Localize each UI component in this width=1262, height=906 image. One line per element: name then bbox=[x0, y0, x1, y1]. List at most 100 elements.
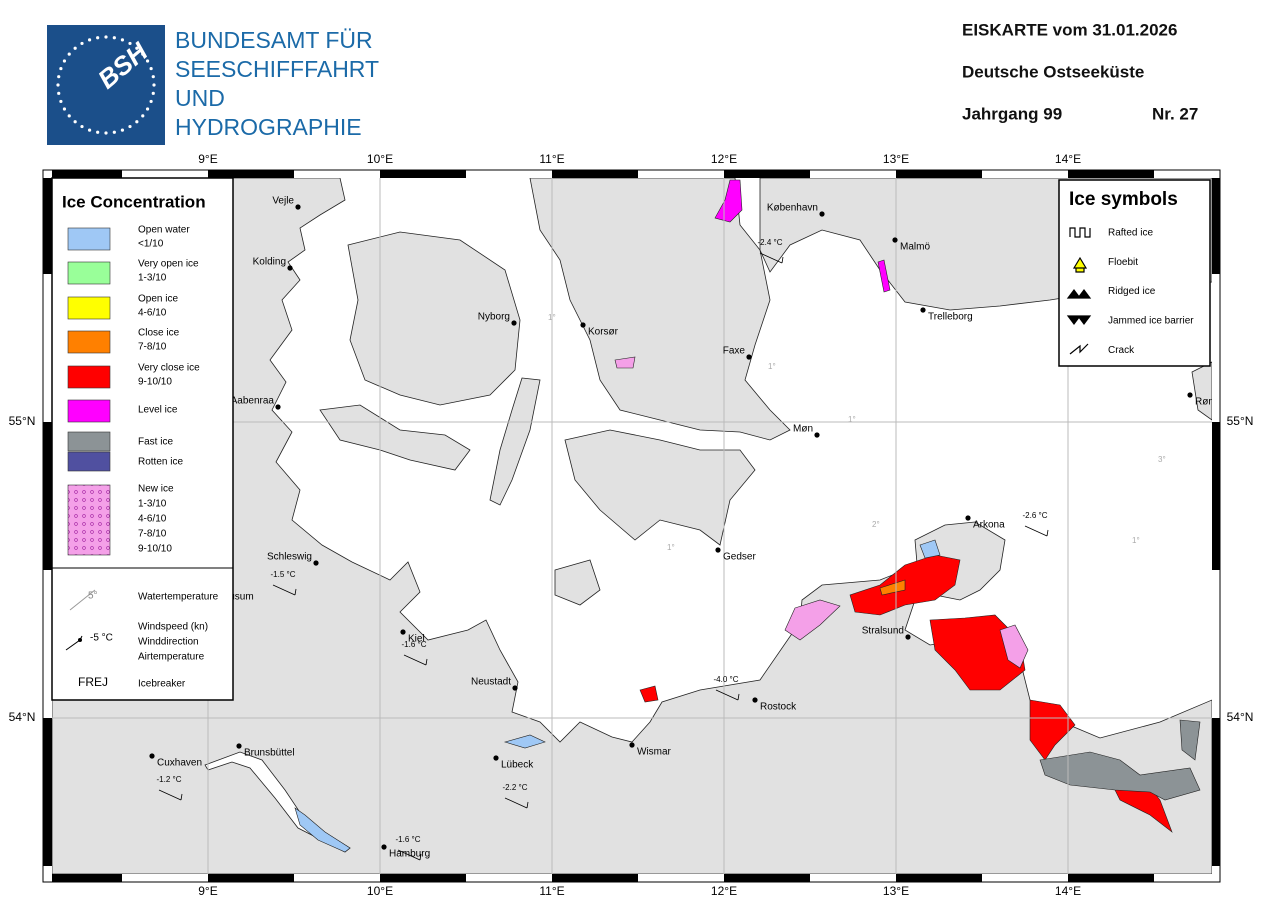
air-temperature: -2.4 °C bbox=[758, 238, 783, 247]
frame-tick bbox=[380, 874, 466, 882]
logo-dot bbox=[62, 59, 67, 63]
logo-dot bbox=[128, 41, 132, 46]
ice-symbol bbox=[1066, 315, 1092, 325]
legend-swatch bbox=[67, 365, 111, 389]
place-name: Møn bbox=[793, 424, 813, 435]
wind-symbol bbox=[397, 849, 422, 861]
legend-label: Winddirection bbox=[138, 637, 199, 648]
frame-tick bbox=[724, 874, 810, 882]
legend-swatch bbox=[67, 431, 111, 452]
frame-tick bbox=[208, 874, 294, 882]
legend-label: Windspeed (kn) bbox=[138, 622, 208, 633]
place-dot bbox=[629, 742, 635, 748]
fehmarn bbox=[554, 559, 601, 606]
logo-dot bbox=[57, 75, 61, 79]
place-dot bbox=[236, 743, 242, 749]
place-dot bbox=[746, 354, 752, 360]
longitude-label: 12°E bbox=[711, 884, 737, 898]
symbol-label: Crack bbox=[1108, 345, 1135, 356]
place-dot bbox=[814, 432, 820, 438]
logo-dot bbox=[112, 130, 116, 134]
legend-detail: 7-8/10 bbox=[138, 342, 167, 353]
legend-swatch bbox=[67, 399, 111, 423]
legend-label: Very close ice bbox=[138, 363, 200, 374]
place-dot bbox=[580, 322, 586, 328]
symbol-label: Floebit bbox=[1108, 257, 1138, 268]
longitude-label: 10°E bbox=[367, 152, 393, 166]
logo-dot bbox=[120, 128, 125, 132]
logo-dot bbox=[73, 120, 77, 124]
place-dot bbox=[819, 211, 825, 217]
frame-tick bbox=[1212, 718, 1220, 866]
place-name: Kolding bbox=[253, 257, 286, 268]
isotherm-label: 2° bbox=[872, 520, 880, 529]
very-close-ice bbox=[1029, 699, 1076, 761]
logo-dot bbox=[87, 38, 92, 42]
legend-detail: 7-8/10 bbox=[138, 529, 167, 540]
map-area: Vejle Kolding Nyborg Korsør København Malmö Tr… bbox=[52, 178, 1225, 874]
legend-label: Rotten ice bbox=[138, 457, 183, 468]
lolland-falster bbox=[564, 429, 756, 546]
place-dot bbox=[295, 204, 301, 210]
legend-detail: 9-10/10 bbox=[138, 377, 172, 388]
place-name: Malmö bbox=[900, 242, 930, 253]
place-dot bbox=[920, 307, 926, 313]
place-dot bbox=[965, 515, 971, 521]
frame-tick bbox=[552, 874, 638, 882]
longitude-label: 11°E bbox=[539, 884, 564, 898]
watertemp-symbol-label: 5° bbox=[88, 591, 98, 602]
isotherm-label: 1° bbox=[848, 415, 856, 424]
ice-symbol bbox=[1069, 343, 1089, 355]
legend-detail: 4-6/10 bbox=[138, 308, 167, 319]
legend-detail: <1/10 bbox=[138, 239, 164, 250]
place-name: København bbox=[767, 203, 818, 214]
logo-dot bbox=[80, 41, 84, 46]
logo-dot bbox=[151, 91, 155, 95]
air-temperature: -1.2 °C bbox=[157, 775, 182, 784]
frame-ticks bbox=[43, 170, 1220, 882]
fast-ice bbox=[1039, 751, 1201, 801]
place-name: Trelleborg bbox=[928, 312, 973, 323]
wind-symbol-label: -5 °C bbox=[90, 633, 113, 644]
legend-label: Very open ice bbox=[138, 259, 199, 270]
place-dot bbox=[512, 685, 518, 691]
legend-label: Open water bbox=[138, 225, 190, 236]
legend-detail: 4-6/10 bbox=[138, 514, 167, 525]
place-name: Korsør bbox=[588, 327, 619, 338]
longitude-label: 9°E bbox=[198, 152, 217, 166]
place-name: Brunsbüttel bbox=[244, 748, 295, 759]
place-name: Rønne bbox=[1195, 397, 1225, 408]
logo: BSH bbox=[47, 25, 165, 145]
legend-label: Watertemperature bbox=[138, 592, 219, 603]
symbols-box bbox=[1058, 179, 1211, 367]
latitude-label: 55°N bbox=[1227, 414, 1254, 428]
place-dot bbox=[400, 629, 406, 635]
logo-dot bbox=[80, 124, 84, 129]
isotherm-label: 3° bbox=[1158, 455, 1166, 464]
symbol-label: Rafted ice bbox=[1108, 228, 1153, 239]
place-name: Lübeck bbox=[501, 760, 534, 771]
axis-labels: 9°E 9°E 10°E 10°E 11°E 11°E 12°E 12°E 13°E 13°E 14… bbox=[9, 152, 1254, 898]
frame-tick bbox=[896, 170, 982, 178]
symbols-title: Ice symbols bbox=[1069, 189, 1178, 210]
air-temperature: -2.2 °C bbox=[503, 783, 528, 792]
wind-symbol bbox=[403, 654, 428, 666]
agency-line: BUNDESAMT FÜR bbox=[175, 27, 373, 53]
frame-tick bbox=[896, 874, 982, 882]
legend-label: Fast ice bbox=[138, 437, 173, 448]
latitude-label: 54°N bbox=[1227, 710, 1254, 724]
isotherm-label: 1° bbox=[768, 362, 776, 371]
graticule bbox=[52, 178, 1212, 874]
legend-label: New ice bbox=[138, 484, 174, 495]
legend-label: Level ice bbox=[138, 405, 178, 416]
issue-number: Nr. 27 bbox=[1152, 104, 1198, 123]
frame-tick bbox=[43, 422, 52, 570]
wind-symbol bbox=[272, 584, 297, 596]
open-water bbox=[919, 539, 941, 559]
place-name: Nyborg bbox=[478, 312, 510, 323]
place-dot bbox=[149, 753, 155, 759]
place-name: Cuxhaven bbox=[157, 758, 202, 769]
legend-swatch bbox=[67, 330, 111, 354]
logo-dot bbox=[135, 46, 139, 50]
longitude-label: 10°E bbox=[367, 884, 393, 898]
